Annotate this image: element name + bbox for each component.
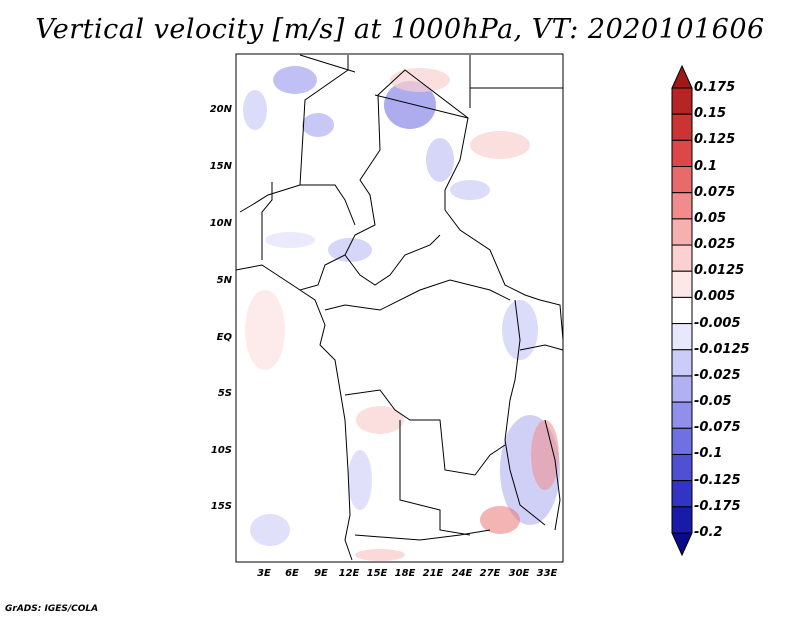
colorbar-segment xyxy=(671,270,693,298)
lon-label: 3E xyxy=(257,568,271,579)
colorbar-segment xyxy=(671,139,693,168)
colorbar-segment xyxy=(671,532,693,557)
colorbar-label: 0.1 xyxy=(694,158,718,174)
velocity-field xyxy=(243,66,560,561)
lon-label: 27E xyxy=(479,568,501,579)
lat-label: 15S xyxy=(210,501,232,512)
colorbar-segment xyxy=(671,401,693,429)
colorbar-segment xyxy=(671,244,693,272)
lon-label: 12E xyxy=(338,568,360,579)
colorbar-label: 0.15 xyxy=(694,106,727,122)
colorbar-segment xyxy=(671,453,693,482)
lat-label: 5N xyxy=(216,275,232,286)
footer-credit: GrADS: IGES/COLA xyxy=(5,604,99,614)
lon-label: 30E xyxy=(508,568,530,579)
lat-label: 5S xyxy=(217,388,232,399)
colorbar-label: -0.0125 xyxy=(694,341,750,357)
lon-label: 24E xyxy=(451,568,473,579)
colorbar-label: 0.075 xyxy=(694,184,736,200)
lat-label: 15N xyxy=(209,161,232,172)
lat-label: EQ xyxy=(216,332,232,343)
colorbar-label: 0.05 xyxy=(694,210,727,226)
colorbar-segment xyxy=(671,192,693,220)
colorbar-label: 0.025 xyxy=(694,237,736,253)
colorbar-label: -0.025 xyxy=(694,367,741,383)
colorbar-label: -0.125 xyxy=(694,472,741,488)
colorbar-label: 0.125 xyxy=(694,132,736,148)
colorbar xyxy=(671,64,693,557)
colorbar-segment xyxy=(671,323,693,351)
lon-label: 9E xyxy=(314,568,328,579)
lon-label: 33E xyxy=(536,568,558,579)
colorbar-label: 0.005 xyxy=(694,289,736,305)
country-borders xyxy=(235,54,564,561)
lon-label: 21E xyxy=(422,568,444,579)
lon-label: 6E xyxy=(285,568,299,579)
colorbar-label: -0.075 xyxy=(694,420,741,436)
lat-label: 10S xyxy=(210,445,232,456)
colorbar-label: 0.175 xyxy=(694,80,736,95)
colorbar-segment xyxy=(671,296,693,325)
colorbar-label: -0.175 xyxy=(694,498,741,514)
lat-label: 20N xyxy=(209,104,232,115)
colorbar-segment xyxy=(671,64,693,89)
colorbar-segment xyxy=(671,166,693,194)
colorbar-segment xyxy=(671,349,693,377)
colorbar-label: -0.1 xyxy=(694,446,723,462)
colorbar-label: -0.05 xyxy=(694,394,732,410)
colorbar-label: 0.0125 xyxy=(694,263,745,279)
colorbar-segment xyxy=(671,480,693,508)
colorbar-segment xyxy=(671,375,693,403)
lat-label: 10N xyxy=(209,218,232,229)
lon-label: 15E xyxy=(366,568,388,579)
colorbar-segment xyxy=(671,218,693,246)
colorbar-label: -0.005 xyxy=(694,315,741,331)
colorbar-segment xyxy=(671,113,693,141)
colorbar-segment xyxy=(671,506,693,534)
colorbar-label: -0.2 xyxy=(694,525,723,540)
colorbar-segment xyxy=(671,427,693,455)
map-title: Vertical velocity [m/s] at 1000hPa, VT: … xyxy=(35,14,765,45)
colorbar-segment xyxy=(671,87,693,115)
lon-label: 18E xyxy=(394,568,416,579)
